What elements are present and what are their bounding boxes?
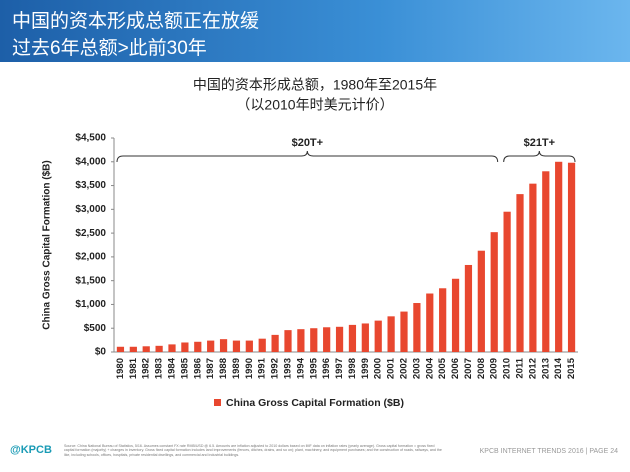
y-tick-label: $4,500 <box>75 133 106 144</box>
bar <box>168 344 176 352</box>
y-tick-label: $2,500 <box>75 228 106 239</box>
bracket-label: $20T+ <box>292 137 324 149</box>
bar <box>284 330 292 352</box>
bar <box>155 345 163 352</box>
header: 中国的资本形成总额正在放缓 过去6年总额>此前30年 <box>0 0 630 62</box>
x-tick-label: 2000 <box>373 358 384 379</box>
bar <box>181 342 189 352</box>
bar <box>207 340 215 352</box>
legend-swatch <box>214 399 221 406</box>
bar <box>335 326 344 352</box>
bar <box>529 183 537 352</box>
bar <box>258 338 266 352</box>
x-tick-label: 2004 <box>424 357 435 379</box>
x-tick-label: 1986 <box>192 358 203 379</box>
bar <box>142 346 150 352</box>
bar <box>439 288 447 352</box>
bar <box>361 323 369 352</box>
bar <box>490 232 498 352</box>
x-tick-label: 1990 <box>244 358 255 379</box>
bracket <box>116 150 499 163</box>
legend-label: China Gross Capital Formation ($B) <box>226 397 404 409</box>
y-tick-label: $3,000 <box>75 204 106 215</box>
x-tick-label: 1999 <box>360 358 371 379</box>
x-tick-label: 1980 <box>115 358 126 379</box>
x-tick-label: 1985 <box>179 357 190 379</box>
x-tick-label: 1994 <box>295 357 306 379</box>
chart-title: 中国的资本形成总额，1980年至2015年 <box>193 77 437 93</box>
x-tick-label: 1991 <box>257 357 268 379</box>
bracket-label: $21T+ <box>524 137 556 149</box>
bar <box>129 346 137 352</box>
x-tick-label: 2003 <box>411 358 422 379</box>
bar <box>232 340 241 352</box>
x-tick-label: 2006 <box>450 358 461 379</box>
x-tick-label: 1992 <box>270 358 281 379</box>
x-tick-label: 2010 <box>502 358 513 379</box>
bar <box>348 324 357 352</box>
bar <box>451 278 460 352</box>
chart: 中国的资本形成总额，1980年至2015年 （以2010年时美元计价） China … <box>42 77 578 409</box>
x-tick-label: 1988 <box>218 358 229 379</box>
x-tick-label: 1995 <box>308 357 319 379</box>
x-tick-label: 2012 <box>527 358 538 379</box>
y-tick-label: $0 <box>95 347 107 358</box>
y-tick-label: $2,000 <box>75 252 106 263</box>
x-tick-label: 2009 <box>489 358 500 379</box>
header-subtitle: 过去6年总额>此前30年 <box>12 38 207 59</box>
bar <box>194 341 202 352</box>
x-tick-label: 1993 <box>283 358 294 379</box>
x-tick-label: 1989 <box>231 358 242 379</box>
footer-logo: @KPCB <box>10 444 52 456</box>
x-tick-label: 2007 <box>463 358 474 379</box>
bar <box>219 339 228 352</box>
bar <box>245 340 253 352</box>
y-tick-label: $3,500 <box>75 180 106 191</box>
x-tick-label: 2002 <box>399 358 410 379</box>
x-tick-label: 2014 <box>553 357 564 379</box>
x-tick-label: 1982 <box>141 358 152 379</box>
x-tick-label: 2013 <box>540 358 551 379</box>
bar <box>555 161 563 352</box>
bar <box>567 162 576 352</box>
bar <box>464 264 473 352</box>
bar <box>503 211 511 352</box>
bar <box>426 293 434 352</box>
bar <box>310 328 318 352</box>
x-tick-label: 2001 <box>386 357 397 379</box>
x-tick-label: 1983 <box>154 358 165 379</box>
x-tick-label: 2015 <box>566 357 577 379</box>
bar <box>323 327 331 352</box>
chart-subtitle: （以2010年时美元计价） <box>236 97 393 113</box>
y-tick-label: $4,000 <box>75 156 106 167</box>
y-axis-label: China Gross Capital Formation ($B) <box>42 160 53 329</box>
bracket <box>503 150 576 163</box>
x-tick-label: 1984 <box>167 357 178 379</box>
bar <box>477 250 485 352</box>
y-tick-label: $500 <box>84 323 107 334</box>
x-tick-label: 2008 <box>476 358 487 379</box>
x-tick-label: 1987 <box>205 358 216 379</box>
y-tick-label: $1,500 <box>75 275 106 286</box>
y-tick-label: $1,000 <box>75 299 106 310</box>
bar <box>542 171 550 352</box>
bar <box>374 320 382 352</box>
x-tick-label: 2011 <box>515 357 526 378</box>
bar <box>297 329 305 352</box>
footer-page: KPCB INTERNET TRENDS 2016 | PAGE 24 <box>479 448 618 455</box>
header-title: 中国的资本形成总额正在放缓 <box>12 11 260 32</box>
x-tick-label: 1997 <box>334 358 345 379</box>
bar <box>516 194 524 352</box>
x-tick-label: 1981 <box>128 357 139 379</box>
bar <box>387 316 395 352</box>
bar <box>116 346 125 352</box>
bar <box>400 311 408 352</box>
footer-source: Source: China National Bureau of Statist… <box>64 444 442 457</box>
x-tick-label: 2005 <box>437 357 448 379</box>
x-tick-label: 1996 <box>321 358 332 379</box>
bar <box>271 334 279 352</box>
x-tick-label: 1998 <box>347 358 358 379</box>
bar <box>413 303 421 352</box>
